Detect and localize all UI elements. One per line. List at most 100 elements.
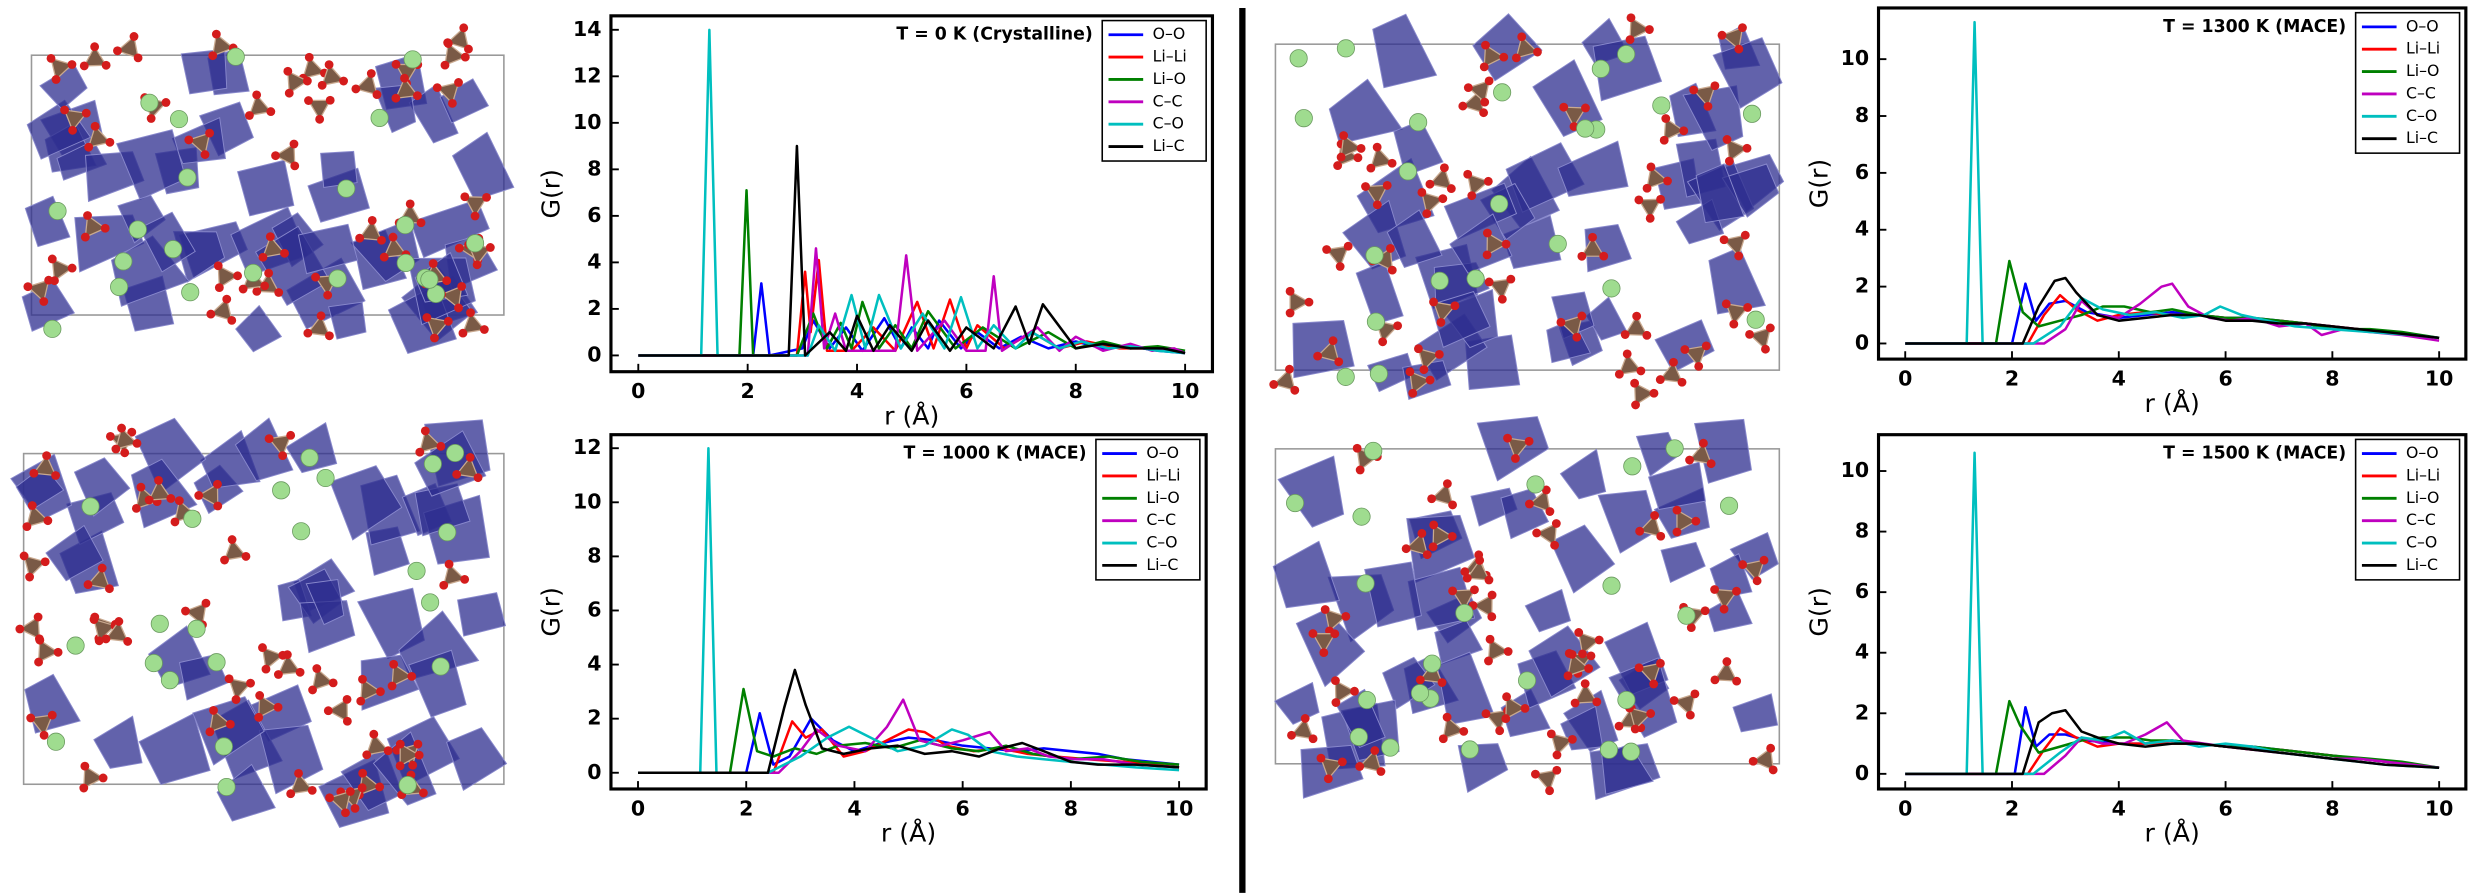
oxygen: [1533, 47, 1542, 57]
oxygen: [1525, 499, 1534, 509]
lithium: [1423, 654, 1442, 673]
oxygen: [1646, 162, 1656, 172]
lithium: [43, 319, 62, 338]
lithium: [1493, 83, 1512, 102]
oxygen: [1336, 152, 1346, 162]
oxygen: [1738, 560, 1748, 570]
oxygen: [290, 161, 300, 171]
carbonate: [1364, 184, 1389, 207]
y-tick-label: 8: [1855, 103, 1869, 127]
series-line: [1905, 276, 2440, 345]
oxygen: [465, 452, 475, 462]
oxygen: [25, 572, 35, 582]
oxygen: [395, 739, 405, 749]
oxygen: [1405, 367, 1415, 377]
oxygen: [1269, 380, 1279, 389]
lithium: [1591, 59, 1610, 78]
polyhedron: [1729, 531, 1779, 581]
oxygen: [68, 125, 77, 135]
oxygen: [274, 288, 284, 297]
y-tick-label: 2: [1855, 274, 1869, 298]
carbonate: [1713, 588, 1738, 611]
oxygen: [1497, 294, 1507, 304]
oxygen: [317, 80, 327, 90]
y-axis-label: G(r): [1804, 587, 1833, 637]
oxygen: [460, 192, 470, 202]
oxygen: [1350, 686, 1359, 696]
oxygen: [1710, 81, 1720, 91]
oxygen: [1484, 575, 1494, 585]
oxygen: [413, 91, 422, 101]
x-tick-label: 4: [847, 796, 861, 820]
oxygen: [1481, 40, 1490, 50]
lithium: [181, 283, 200, 302]
oxygen: [1304, 297, 1314, 307]
oxygen: [1656, 658, 1665, 668]
oxygen: [1761, 344, 1770, 354]
carbonate: [26, 504, 50, 528]
structure: [21, 23, 515, 355]
carbonate: [394, 76, 419, 99]
oxygen: [1366, 163, 1376, 173]
oxygen: [227, 535, 237, 544]
y-tick-label: 4: [1855, 217, 1869, 241]
oxygen: [83, 211, 92, 220]
oxygen: [1353, 153, 1363, 163]
lithium: [1526, 475, 1545, 494]
carbonate: [289, 772, 314, 795]
carbonate: [1726, 138, 1749, 163]
oxygen: [1577, 251, 1587, 261]
y-tick-label: 6: [1855, 579, 1869, 603]
polyhedron: [1295, 608, 1366, 688]
legend-label: C–C: [1153, 91, 1183, 110]
oxygen: [1475, 555, 1485, 565]
oxygen: [1732, 676, 1742, 686]
oxygen: [405, 199, 415, 209]
carbonate: [1722, 234, 1747, 258]
oxygen: [1545, 507, 1555, 516]
y-tick-label: 10: [573, 110, 601, 134]
polyhedron: [235, 304, 283, 353]
legend-label: C–O: [1153, 114, 1184, 133]
oxygen: [1614, 721, 1624, 731]
oxygen: [214, 283, 224, 293]
carbonate: [1471, 593, 1493, 618]
oxygen: [111, 444, 121, 454]
legend-label: C–O: [1146, 533, 1177, 552]
carbonate: [1467, 79, 1490, 104]
oxygen: [1614, 369, 1624, 379]
oxygen: [1285, 364, 1294, 374]
oxygen: [220, 555, 229, 565]
carbonate: [360, 678, 382, 703]
oxygen: [1331, 676, 1340, 686]
oxygen: [1541, 485, 1551, 495]
y-tick-label: 8: [587, 156, 601, 180]
oxygen: [1437, 678, 1447, 687]
oxygen: [358, 768, 368, 778]
oxygen: [1636, 366, 1646, 376]
lithium: [420, 270, 439, 289]
lithium: [1357, 690, 1376, 710]
oxygen: [209, 705, 218, 715]
carbonate: [274, 142, 296, 167]
carbonate: [1311, 632, 1336, 654]
oxygen: [174, 496, 184, 506]
oxygen: [224, 674, 234, 684]
oxygen: [1722, 657, 1732, 667]
oxygen: [1376, 767, 1386, 776]
carbonate: [1672, 692, 1696, 717]
oxygen: [436, 441, 446, 451]
oxygen: [84, 142, 94, 152]
oxygen: [311, 272, 320, 282]
oxygen: [1438, 194, 1448, 204]
y-tick-label: 4: [587, 652, 601, 676]
carbonate: [1688, 441, 1713, 465]
oxygen: [295, 667, 305, 677]
oxygen: [80, 761, 90, 771]
y-tick-label: 12: [573, 435, 601, 459]
carbonate: [37, 639, 60, 664]
oxygen: [1759, 555, 1769, 565]
oxygen: [452, 469, 462, 479]
oxygen: [1634, 663, 1644, 673]
oxygen: [1393, 321, 1403, 331]
